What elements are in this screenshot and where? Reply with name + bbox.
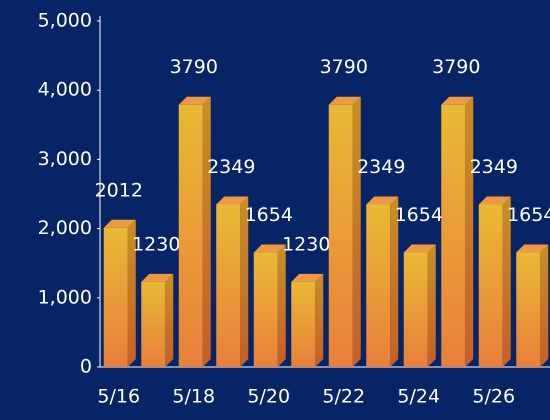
bar-side (165, 273, 174, 367)
bar (253, 252, 278, 367)
bar-top (216, 196, 249, 205)
y-tick-label: 4,000 (38, 79, 92, 101)
bar-top (403, 244, 436, 253)
bar-top (141, 273, 174, 282)
bar-side (277, 244, 286, 367)
y-tick-label: 1,000 (38, 286, 92, 308)
bar (441, 104, 466, 368)
bar-side (202, 96, 211, 368)
x-tick-label: 5/20 (247, 386, 290, 408)
y-tick-label: 2,000 (38, 217, 92, 239)
y-tick-label: 5,000 (38, 10, 92, 32)
y-tick-label: 0 (80, 356, 92, 378)
bar-top (291, 273, 324, 282)
x-tick-label: 5/18 (172, 386, 215, 408)
bar (366, 204, 391, 367)
bar (478, 204, 503, 367)
bar-top (103, 219, 136, 228)
x-tick-label: 5/22 (322, 386, 365, 408)
data-label: 2349 (470, 156, 518, 178)
data-label: 1654 (395, 204, 443, 226)
bar (516, 252, 541, 367)
bar-top (478, 196, 511, 205)
bar-top (441, 96, 474, 105)
data-label: 3790 (432, 56, 480, 78)
bar (216, 204, 241, 367)
x-tick-label: 5/26 (472, 386, 515, 408)
y-tick-label: 3,000 (38, 148, 92, 170)
data-label: 3790 (170, 56, 218, 78)
bar-side (240, 196, 249, 367)
data-label: 2349 (357, 156, 405, 178)
bar-side (427, 244, 436, 367)
bar-side (465, 96, 474, 368)
x-tick-label: 5/24 (397, 386, 440, 408)
bar-side (390, 196, 399, 367)
bar (103, 227, 128, 367)
bar-side (315, 273, 324, 367)
bar-top (178, 96, 211, 105)
bar (291, 281, 316, 367)
bar-side (502, 196, 511, 367)
data-label: 1230 (282, 233, 330, 255)
bar (141, 281, 166, 367)
bar (403, 252, 428, 367)
bar-side (540, 244, 549, 367)
data-label: 1654 (245, 204, 293, 226)
data-label: 1654 (507, 204, 550, 226)
bar-top (366, 196, 399, 205)
data-label: 2349 (207, 156, 255, 178)
bar-top (328, 96, 361, 105)
data-label: 2012 (95, 179, 143, 201)
bar-top (253, 244, 286, 253)
bar-side (352, 96, 361, 368)
bar-top (516, 244, 549, 253)
bar (178, 104, 203, 368)
bar-side (127, 219, 136, 367)
data-label: 1230 (132, 233, 180, 255)
x-tick-label: 5/16 (97, 386, 140, 408)
bar (328, 104, 353, 368)
data-label: 3790 (320, 56, 368, 78)
